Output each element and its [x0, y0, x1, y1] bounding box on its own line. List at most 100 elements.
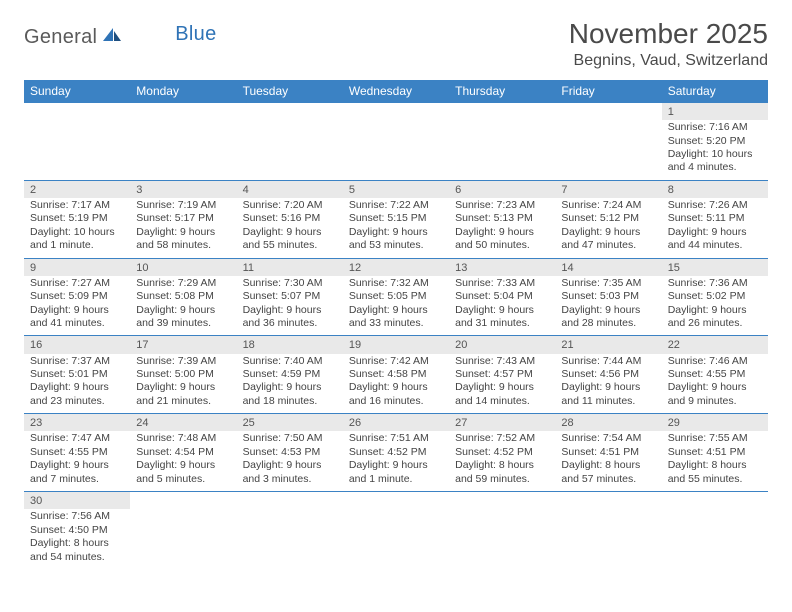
- day-info-cell: [24, 120, 130, 180]
- day-info-cell: Sunrise: 7:52 AMSunset: 4:52 PMDaylight:…: [449, 431, 555, 491]
- day-number-cell: [130, 492, 236, 510]
- day-info-cell: Sunrise: 7:16 AMSunset: 5:20 PMDaylight:…: [662, 120, 768, 180]
- day-number-cell: 25: [237, 414, 343, 432]
- day-info-cell: Sunrise: 7:44 AMSunset: 4:56 PMDaylight:…: [555, 354, 661, 414]
- day-info-cell: Sunrise: 7:24 AMSunset: 5:12 PMDaylight:…: [555, 198, 661, 258]
- day-header: Tuesday: [237, 80, 343, 103]
- day-info-cell: Sunrise: 7:48 AMSunset: 4:54 PMDaylight:…: [130, 431, 236, 491]
- day-info-cell: Sunrise: 7:33 AMSunset: 5:04 PMDaylight:…: [449, 276, 555, 336]
- day-number-cell: [449, 492, 555, 510]
- day-info-cell: Sunrise: 7:32 AMSunset: 5:05 PMDaylight:…: [343, 276, 449, 336]
- day-info-cell: Sunrise: 7:50 AMSunset: 4:53 PMDaylight:…: [237, 431, 343, 491]
- day-info-cell: [130, 120, 236, 180]
- day-info-cell: Sunrise: 7:51 AMSunset: 4:52 PMDaylight:…: [343, 431, 449, 491]
- day-number-cell: 1: [662, 103, 768, 121]
- day-number-cell: [449, 103, 555, 121]
- day-info-cell: Sunrise: 7:55 AMSunset: 4:51 PMDaylight:…: [662, 431, 768, 491]
- day-number-cell: 24: [130, 414, 236, 432]
- location-text: Begnins, Vaud, Switzerland: [569, 52, 768, 70]
- day-number-cell: 28: [555, 414, 661, 432]
- day-number-cell: 21: [555, 336, 661, 354]
- day-number-cell: 14: [555, 258, 661, 276]
- day-info-cell: [449, 120, 555, 180]
- day-info-cell: [662, 509, 768, 569]
- day-info-cell: Sunrise: 7:22 AMSunset: 5:15 PMDaylight:…: [343, 198, 449, 258]
- day-number-cell: [555, 103, 661, 121]
- day-number-cell: 11: [237, 258, 343, 276]
- day-header: Saturday: [662, 80, 768, 103]
- day-info-cell: [130, 509, 236, 569]
- day-header: Friday: [555, 80, 661, 103]
- day-number-cell: 22: [662, 336, 768, 354]
- day-info-cell: Sunrise: 7:40 AMSunset: 4:59 PMDaylight:…: [237, 354, 343, 414]
- day-header: Monday: [130, 80, 236, 103]
- day-info-cell: Sunrise: 7:19 AMSunset: 5:17 PMDaylight:…: [130, 198, 236, 258]
- day-number-cell: 19: [343, 336, 449, 354]
- day-number-cell: 16: [24, 336, 130, 354]
- day-number-cell: 23: [24, 414, 130, 432]
- day-number-cell: [662, 492, 768, 510]
- day-info-cell: Sunrise: 7:42 AMSunset: 4:58 PMDaylight:…: [343, 354, 449, 414]
- day-info-cell: Sunrise: 7:56 AMSunset: 4:50 PMDaylight:…: [24, 509, 130, 569]
- day-info-cell: [449, 509, 555, 569]
- day-number-cell: 3: [130, 180, 236, 198]
- day-info-cell: [555, 120, 661, 180]
- day-number-cell: [130, 103, 236, 121]
- logo-text-general: General: [24, 26, 97, 49]
- day-number-cell: [343, 103, 449, 121]
- day-number-cell: 5: [343, 180, 449, 198]
- day-info-cell: [343, 509, 449, 569]
- day-number-cell: 12: [343, 258, 449, 276]
- day-info-cell: Sunrise: 7:54 AMSunset: 4:51 PMDaylight:…: [555, 431, 661, 491]
- day-number-cell: 30: [24, 492, 130, 510]
- day-number-cell: 26: [343, 414, 449, 432]
- day-info-cell: Sunrise: 7:43 AMSunset: 4:57 PMDaylight:…: [449, 354, 555, 414]
- day-number-cell: [237, 492, 343, 510]
- day-info-cell: Sunrise: 7:20 AMSunset: 5:16 PMDaylight:…: [237, 198, 343, 258]
- day-header: Wednesday: [343, 80, 449, 103]
- day-number-cell: 4: [237, 180, 343, 198]
- day-number-cell: 18: [237, 336, 343, 354]
- day-number-cell: 8: [662, 180, 768, 198]
- day-info-cell: Sunrise: 7:37 AMSunset: 5:01 PMDaylight:…: [24, 354, 130, 414]
- logo-text-blue: Blue: [175, 23, 216, 46]
- day-info-cell: Sunrise: 7:36 AMSunset: 5:02 PMDaylight:…: [662, 276, 768, 336]
- day-number-cell: [343, 492, 449, 510]
- calendar-table: SundayMondayTuesdayWednesdayThursdayFrid…: [24, 80, 768, 569]
- day-number-cell: 29: [662, 414, 768, 432]
- day-info-cell: Sunrise: 7:46 AMSunset: 4:55 PMDaylight:…: [662, 354, 768, 414]
- sail-icon: [101, 26, 123, 49]
- day-info-cell: Sunrise: 7:35 AMSunset: 5:03 PMDaylight:…: [555, 276, 661, 336]
- month-title: November 2025: [569, 18, 768, 50]
- day-info-cell: Sunrise: 7:27 AMSunset: 5:09 PMDaylight:…: [24, 276, 130, 336]
- day-number-cell: 10: [130, 258, 236, 276]
- day-number-cell: 20: [449, 336, 555, 354]
- day-info-cell: [237, 120, 343, 180]
- day-header: Sunday: [24, 80, 130, 103]
- day-number-cell: 27: [449, 414, 555, 432]
- title-block: November 2025 Begnins, Vaud, Switzerland: [569, 18, 768, 70]
- day-number-cell: 13: [449, 258, 555, 276]
- day-info-cell: Sunrise: 7:30 AMSunset: 5:07 PMDaylight:…: [237, 276, 343, 336]
- day-info-cell: Sunrise: 7:47 AMSunset: 4:55 PMDaylight:…: [24, 431, 130, 491]
- day-header: Thursday: [449, 80, 555, 103]
- day-info-cell: [343, 120, 449, 180]
- day-number-cell: [24, 103, 130, 121]
- day-info-cell: [237, 509, 343, 569]
- day-number-cell: 15: [662, 258, 768, 276]
- day-number-cell: 6: [449, 180, 555, 198]
- day-info-cell: Sunrise: 7:26 AMSunset: 5:11 PMDaylight:…: [662, 198, 768, 258]
- day-number-cell: 17: [130, 336, 236, 354]
- day-number-cell: 7: [555, 180, 661, 198]
- page-header: General Blue November 2025 Begnins, Vaud…: [24, 18, 768, 70]
- day-number-cell: [555, 492, 661, 510]
- day-number-cell: 9: [24, 258, 130, 276]
- day-number-cell: 2: [24, 180, 130, 198]
- day-info-cell: Sunrise: 7:39 AMSunset: 5:00 PMDaylight:…: [130, 354, 236, 414]
- day-header-row: SundayMondayTuesdayWednesdayThursdayFrid…: [24, 80, 768, 103]
- day-info-cell: Sunrise: 7:29 AMSunset: 5:08 PMDaylight:…: [130, 276, 236, 336]
- day-info-cell: Sunrise: 7:17 AMSunset: 5:19 PMDaylight:…: [24, 198, 130, 258]
- logo: General Blue: [24, 18, 217, 49]
- day-number-cell: [237, 103, 343, 121]
- day-info-cell: [555, 509, 661, 569]
